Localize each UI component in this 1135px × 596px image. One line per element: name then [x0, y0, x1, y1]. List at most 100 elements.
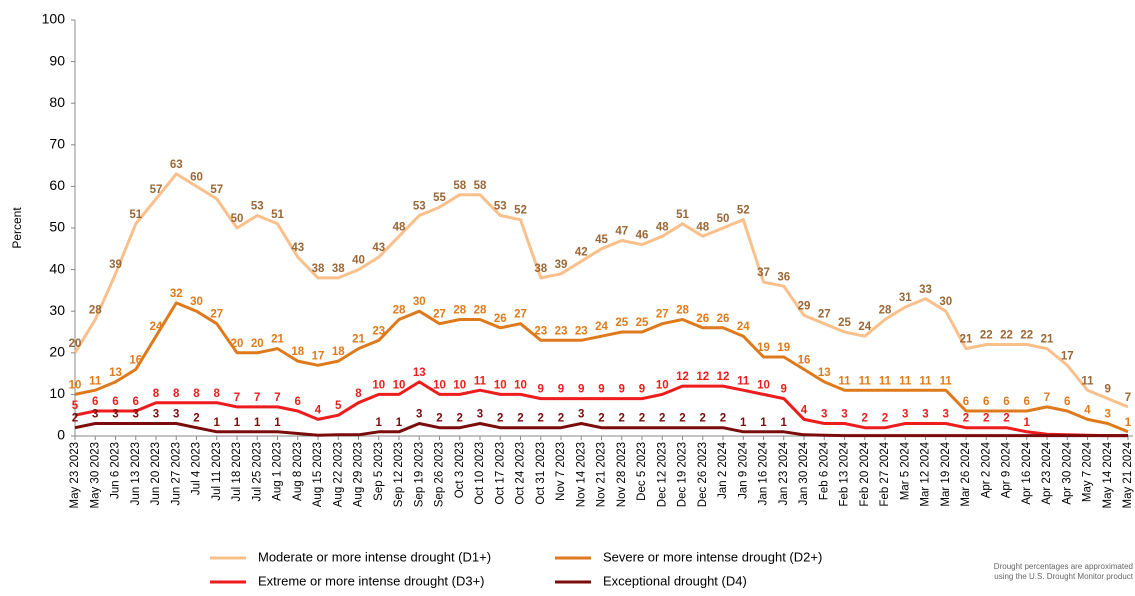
x-tick-label: Oct 31 2023 — [535, 442, 547, 505]
data-label: 24 — [858, 321, 871, 333]
data-label: 28 — [89, 305, 102, 317]
x-tick-label: Oct 24 2023 — [515, 442, 527, 505]
data-label: 33 — [919, 284, 932, 296]
data-label: 30 — [190, 296, 203, 308]
data-label: 2 — [983, 413, 989, 425]
x-tick-label: Sep 12 2023 — [393, 442, 405, 507]
data-label: 26 — [696, 313, 709, 325]
data-label: 24 — [595, 321, 608, 333]
data-label: 1 — [274, 417, 281, 429]
data-label: 12 — [717, 371, 730, 383]
data-label: 3 — [902, 409, 908, 421]
data-label: 2 — [679, 413, 685, 425]
x-tick-label: Sep 5 2023 — [373, 442, 385, 501]
data-label: 4 — [801, 404, 808, 416]
data-label: 39 — [555, 259, 568, 271]
data-label: 20 — [69, 338, 82, 350]
data-label: 10 — [656, 379, 669, 391]
series-line — [74, 301, 1129, 434]
data-label: 4 — [1084, 404, 1091, 416]
y-tick-label: 20 — [49, 344, 65, 360]
data-label: 25 — [838, 317, 851, 329]
data-label: 25 — [615, 317, 628, 329]
x-tick-label: May 30 2023 — [89, 442, 101, 509]
x-tick-label: Apr 23 2024 — [1041, 441, 1053, 504]
x-tick-label: Aug 15 2023 — [312, 442, 324, 507]
data-label: 1 — [781, 417, 788, 429]
data-label: 6 — [1064, 396, 1070, 408]
x-tick-label: Apr 9 2024 — [1001, 441, 1013, 498]
data-label: 6 — [112, 396, 118, 408]
data-label: 20 — [231, 338, 244, 350]
x-tick-label: Oct 17 2023 — [494, 442, 506, 505]
data-label: 6 — [133, 396, 139, 408]
y-tick-label: 80 — [49, 94, 65, 110]
data-label: 1 — [254, 417, 261, 429]
data-label: 3 — [578, 409, 584, 421]
y-tick-label: 50 — [49, 219, 65, 235]
data-label: 26 — [494, 313, 507, 325]
data-label: 26 — [717, 313, 730, 325]
data-label: 23 — [534, 325, 547, 337]
data-label: 11 — [879, 375, 892, 387]
data-label: 1 — [214, 417, 221, 429]
data-label: 9 — [558, 384, 564, 396]
data-label: 3 — [477, 409, 483, 421]
data-label: 10 — [69, 379, 82, 391]
data-label: 9 — [598, 384, 604, 396]
data-label: 58 — [474, 180, 487, 192]
data-label: 30 — [939, 296, 952, 308]
data-label: 18 — [332, 346, 345, 358]
series-line — [74, 422, 1128, 438]
data-label: 6 — [92, 396, 98, 408]
data-label: 6 — [1003, 396, 1009, 408]
data-label: 10 — [494, 379, 507, 391]
data-label: 27 — [656, 309, 669, 321]
data-label: 9 — [1105, 384, 1111, 396]
data-label: 2 — [1003, 413, 1009, 425]
data-label: 21 — [352, 334, 365, 346]
data-label: 57 — [210, 184, 223, 196]
data-label: 2 — [700, 413, 706, 425]
x-tick-label: May 21 2024 — [1122, 441, 1134, 508]
x-tick-label: Aug 22 2023 — [332, 442, 344, 507]
data-label: 11 — [474, 375, 487, 387]
data-label: 2 — [72, 413, 78, 425]
data-label: 13 — [109, 367, 122, 379]
y-tick-label: 0 — [57, 427, 65, 443]
data-label: 52 — [737, 205, 750, 217]
data-label: 19 — [757, 342, 770, 354]
data-label: 2 — [436, 413, 442, 425]
data-label: 7 — [234, 392, 240, 404]
x-tick-label: Jan 16 2024 — [758, 441, 770, 505]
legend-label: Moderate or more intense drought (D1+) — [258, 549, 491, 564]
data-label: 9 — [538, 384, 544, 396]
x-tick-label: Mar 26 2024 — [960, 441, 972, 506]
data-label: 11 — [940, 375, 953, 387]
footnote: using the U.S. Drought Monitor product — [994, 572, 1134, 581]
data-label: 9 — [639, 384, 645, 396]
data-label: 60 — [190, 171, 203, 183]
x-tick-label: Dec 12 2023 — [656, 442, 668, 507]
data-label: 31 — [899, 292, 912, 304]
data-label: 28 — [393, 305, 406, 317]
data-label: 2 — [598, 413, 604, 425]
data-label: 53 — [494, 201, 507, 213]
x-tick-label: Nov 14 2023 — [575, 442, 587, 507]
data-label: 52 — [514, 205, 527, 217]
data-label: 23 — [555, 325, 568, 337]
data-label: 1 — [760, 417, 767, 429]
data-label: 38 — [312, 263, 325, 275]
data-label: 63 — [170, 159, 183, 171]
data-label: 11 — [919, 375, 932, 387]
x-tick-label: Feb 27 2024 — [879, 441, 891, 506]
x-tick-label: Jul 4 2023 — [191, 442, 203, 495]
data-label: 28 — [453, 305, 466, 317]
data-label: 6 — [295, 396, 301, 408]
data-label: 7 — [274, 392, 280, 404]
data-label: 50 — [717, 213, 730, 225]
data-label: 17 — [312, 350, 325, 362]
x-tick-label: Dec 5 2023 — [636, 442, 648, 501]
data-label: 1 — [740, 417, 747, 429]
